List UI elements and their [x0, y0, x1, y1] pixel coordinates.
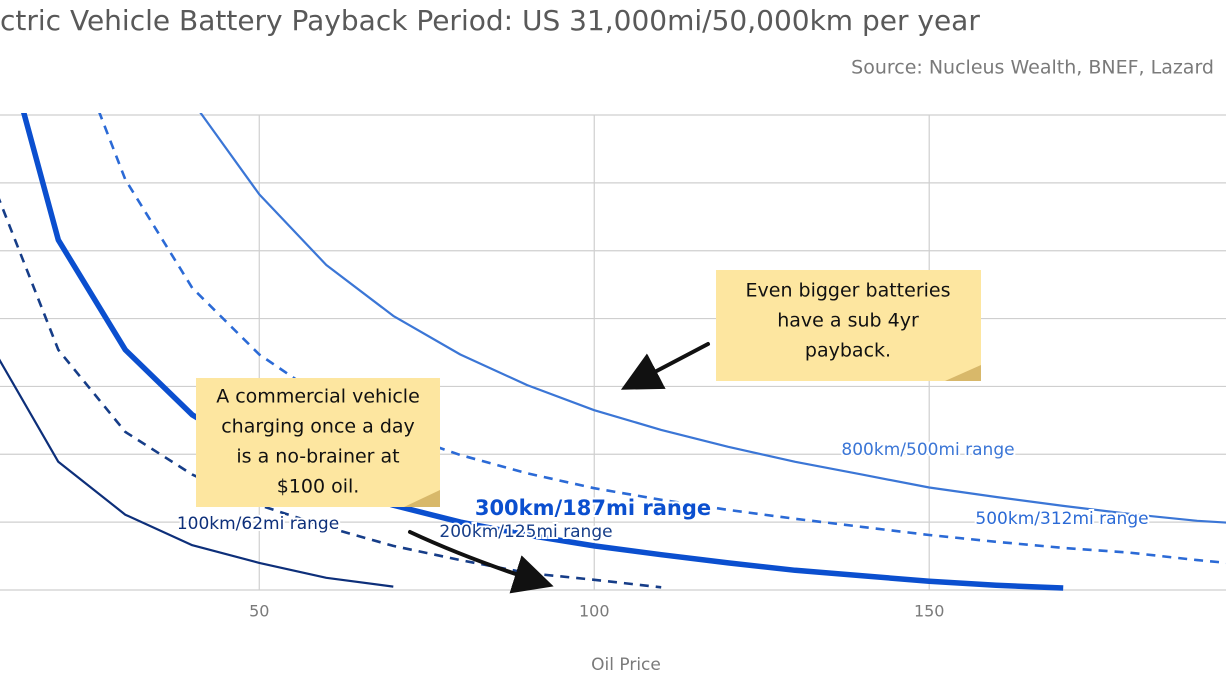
note-text: A commercial vehicle [216, 386, 420, 408]
note-2 [196, 378, 554, 594]
note-paper [716, 270, 981, 381]
note-texts: Even bigger batteries have a sub 4yr payba… [216, 280, 950, 498]
note-1 [620, 270, 981, 390]
note-text: $100 oil. [277, 476, 360, 498]
series-line [199, 113, 1226, 524]
x-tick-label: 100 [579, 602, 610, 621]
series-label: 800km/500mi range [841, 440, 1014, 460]
series-label: 300km/187mi range [475, 496, 711, 520]
x-tick-label: 50 [249, 602, 269, 621]
series-line [0, 358, 394, 588]
series-labels: 100km/62mi range 200km/125mi range300km/1… [175, 438, 1151, 544]
note-text: charging once a day [221, 416, 415, 438]
source: Source: Nucleus Wealth, BNEF, Lazard [851, 57, 1214, 79]
series-label: 500km/312mi range [975, 509, 1148, 529]
note-paper [196, 378, 440, 507]
x-axis-label: Oil Price [591, 655, 661, 675]
series-label: 100km/62mi range [177, 514, 339, 534]
note-text: Even bigger batteries [746, 280, 951, 302]
note-text: payback. [805, 340, 891, 362]
series-line [21, 113, 1064, 591]
arrow [408, 530, 554, 594]
note-fold [404, 490, 440, 507]
note-text: is a no-brainer at [236, 446, 399, 468]
chart-title: ctric Vehicle Battery Payback Period: US… [0, 4, 980, 37]
note-text: have a sub 4yr [777, 310, 919, 332]
x-tick-label: 150 [914, 602, 945, 621]
series-label: 200km/125mi range [439, 522, 612, 542]
series-line [98, 113, 1226, 565]
arrow [620, 342, 710, 390]
note-fold [945, 365, 981, 381]
